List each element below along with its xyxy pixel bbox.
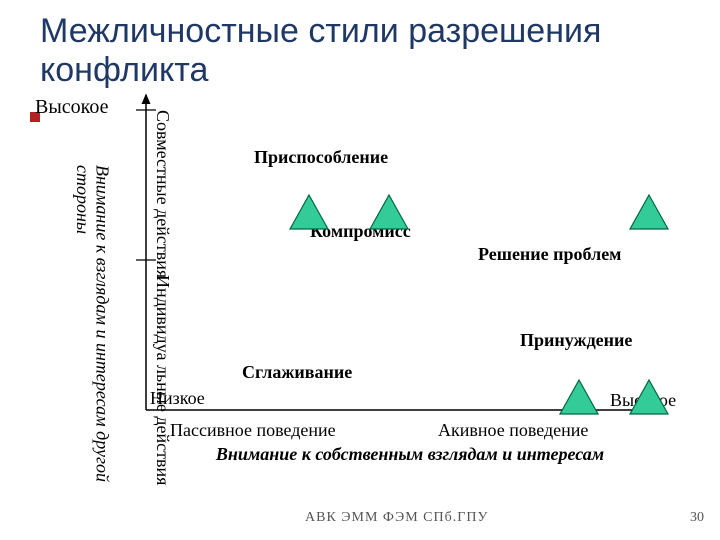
label-smoothing: Сглаживание: [242, 362, 352, 383]
triangle-3: [630, 195, 668, 229]
x-axis-label: Внимание к собственным взглядам и интере…: [150, 444, 670, 465]
x-axis-left: Пассивное поведение: [170, 420, 336, 441]
label-forcing: Принуждение: [520, 330, 632, 351]
label-adapt: Приспособление: [254, 147, 388, 168]
x-axis-right: Акивное поведение: [438, 420, 588, 441]
y-axis-label: Внимание к взглядам и интересам другой с…: [72, 165, 112, 540]
footer-text: АВК ЭММ ФЭМ СПб.ГПУ: [305, 510, 488, 526]
triangle-2: [370, 195, 408, 229]
triangle-4: [560, 380, 598, 414]
y-segment-top: Совместные действия: [152, 110, 172, 278]
y-axis-low-label: Низкое: [150, 388, 205, 409]
triangle-1: [290, 195, 328, 229]
slide-number: 30: [690, 510, 704, 526]
label-problem-solving: Решение проблем: [478, 244, 621, 265]
triangle-5: [630, 380, 668, 414]
